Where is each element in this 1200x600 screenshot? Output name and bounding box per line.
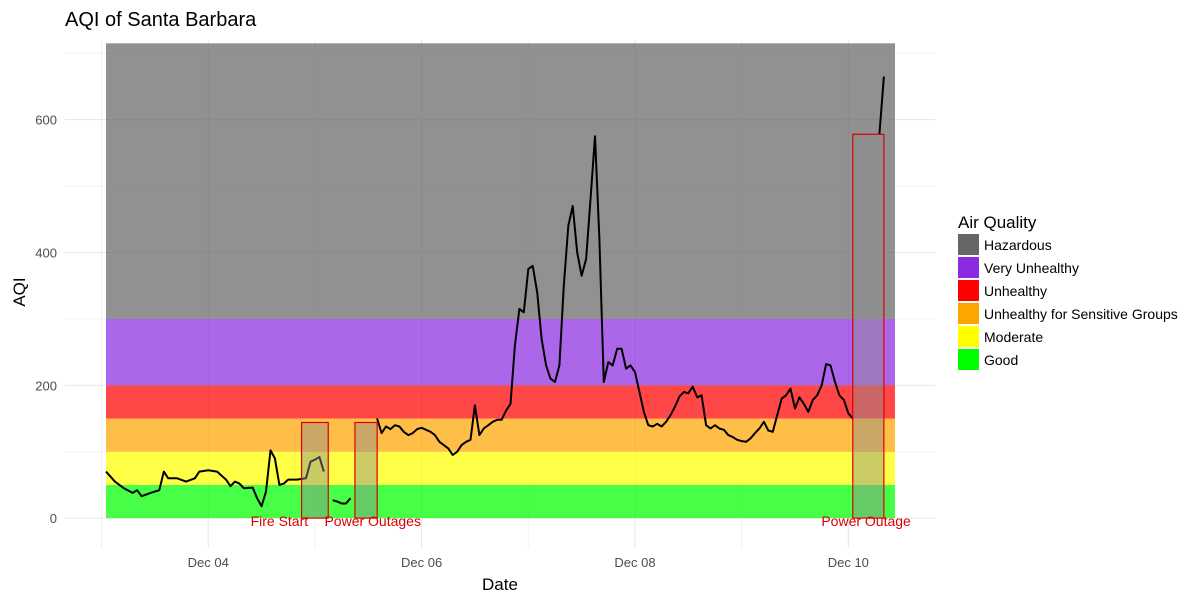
highlight-box [300, 421, 329, 519]
legend-swatch [958, 234, 979, 255]
legend-swatch [958, 280, 979, 301]
band-very-unhealthy [106, 318, 895, 386]
x-tick-label: Dec 08 [614, 555, 655, 570]
aqi-bands [106, 43, 895, 519]
plot-panel: Fire Start Power Outages Power Outage [65, 40, 935, 548]
annotation-label: Fire Start [251, 513, 309, 529]
band-unhealthy [106, 385, 895, 419]
y-tick-label: 200 [35, 378, 57, 393]
highlight-box [354, 421, 378, 519]
legend-entries: Hazardous Very Unhealthy Unhealthy Unhealth… [958, 234, 1178, 370]
x-tick-label: Dec 10 [828, 555, 869, 570]
aqi-line-segment [332, 497, 352, 505]
x-tick-label: Dec 06 [401, 555, 442, 570]
legend-title: Air Quality [958, 213, 1037, 232]
legend-label: Unhealthy [984, 283, 1047, 299]
x-tick-label: Dec 04 [188, 555, 229, 570]
legend-label: Hazardous [984, 237, 1052, 253]
aqi-line-segment [878, 76, 885, 135]
y-axis-title: AQI [10, 277, 29, 306]
legend-label: Good [984, 352, 1018, 368]
y-tick-label: 400 [35, 245, 57, 260]
band-good [106, 484, 895, 519]
chart-title: AQI of Santa Barbara [65, 9, 257, 31]
legend-label: Moderate [984, 329, 1043, 345]
band-hazardous [106, 43, 895, 319]
x-axis-ticks: Dec 04 Dec 06 Dec 08 Dec 10 [188, 555, 869, 570]
event-highlights [300, 133, 885, 519]
legend-swatch [958, 303, 979, 324]
x-axis-title: Date [482, 575, 518, 594]
legend-label: Very Unhealthy [984, 260, 1079, 276]
y-axis-ticks: 0 200 400 600 [35, 113, 57, 526]
aqi-line-segment [376, 135, 854, 456]
legend-swatch [958, 349, 979, 370]
aqi-line [105, 76, 885, 508]
legend-swatch [958, 257, 979, 278]
y-tick-label: 600 [35, 113, 57, 128]
band-unhealthy-for-sensitive-groups [106, 418, 895, 452]
band-moderate [106, 451, 895, 485]
highlight-box [852, 133, 885, 519]
legend-swatch [958, 326, 979, 347]
event-annotations: Fire Start Power Outages Power Outage [251, 513, 911, 529]
aqi-line-segment [105, 449, 325, 508]
legend: Air Quality Hazardous Very Unhealthy Unhea… [958, 213, 1178, 370]
annotation-label: Power Outage [821, 513, 911, 529]
annotation-label: Power Outages [324, 513, 421, 529]
y-tick-label: 0 [50, 511, 57, 526]
legend-label: Unhealthy for Sensitive Groups [984, 306, 1178, 322]
